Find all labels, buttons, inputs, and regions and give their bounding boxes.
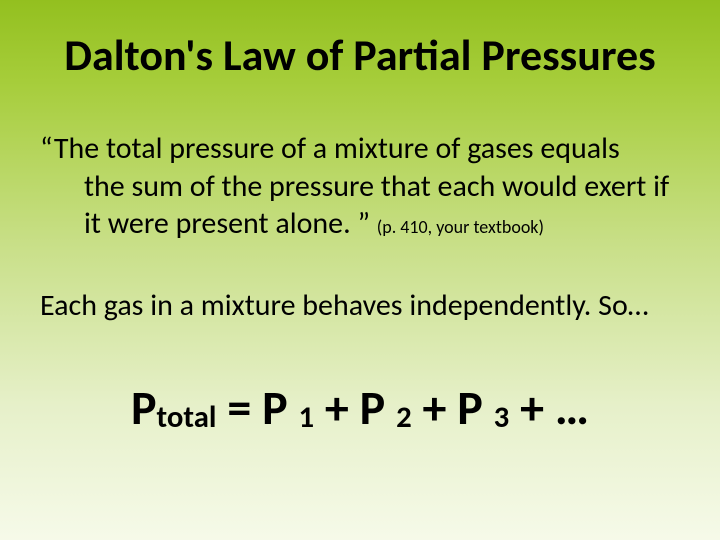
quote-line-2: the sum of the pressure that each would … xyxy=(40,168,680,206)
textbook-citation: (p. 410, your textbook) xyxy=(377,216,544,238)
slide-title: Dalton's Law of Partial Pressures xyxy=(40,28,680,82)
behavior-statement: Each gas in a mixture behaves independen… xyxy=(40,287,680,324)
formula-sub-1: 1 xyxy=(298,399,314,436)
partial-pressure-formula: Ptotal = P 1 + P 2 + P 3 + … xyxy=(131,378,589,437)
formula-tail: + … xyxy=(509,378,589,437)
definition-quote: “The total pressure of a mixture of gase… xyxy=(40,130,680,243)
formula-plus-p2: + P xyxy=(314,378,396,437)
quote-line-3-text: it were present alone. ” xyxy=(84,205,377,242)
formula-p-total: P xyxy=(131,378,157,437)
formula-plus-p3: + P xyxy=(412,378,494,437)
formula-sub-3: 3 xyxy=(494,399,510,436)
quote-line-3: it were present alone. ” (p. 410, your t… xyxy=(40,205,680,243)
quote-line-1: “The total pressure of a mixture of gase… xyxy=(40,130,680,168)
formula-container: Ptotal = P 1 + P 2 + P 3 + … xyxy=(40,378,680,437)
formula-sub-2: 2 xyxy=(396,399,412,436)
formula-sub-total: total xyxy=(157,399,217,436)
formula-eq-p1: = P xyxy=(216,378,298,437)
